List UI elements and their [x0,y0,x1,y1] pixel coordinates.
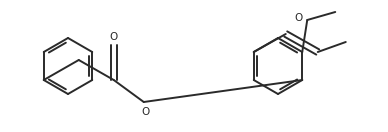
Text: O: O [142,107,150,117]
Text: O: O [110,32,118,42]
Text: O: O [294,13,302,23]
